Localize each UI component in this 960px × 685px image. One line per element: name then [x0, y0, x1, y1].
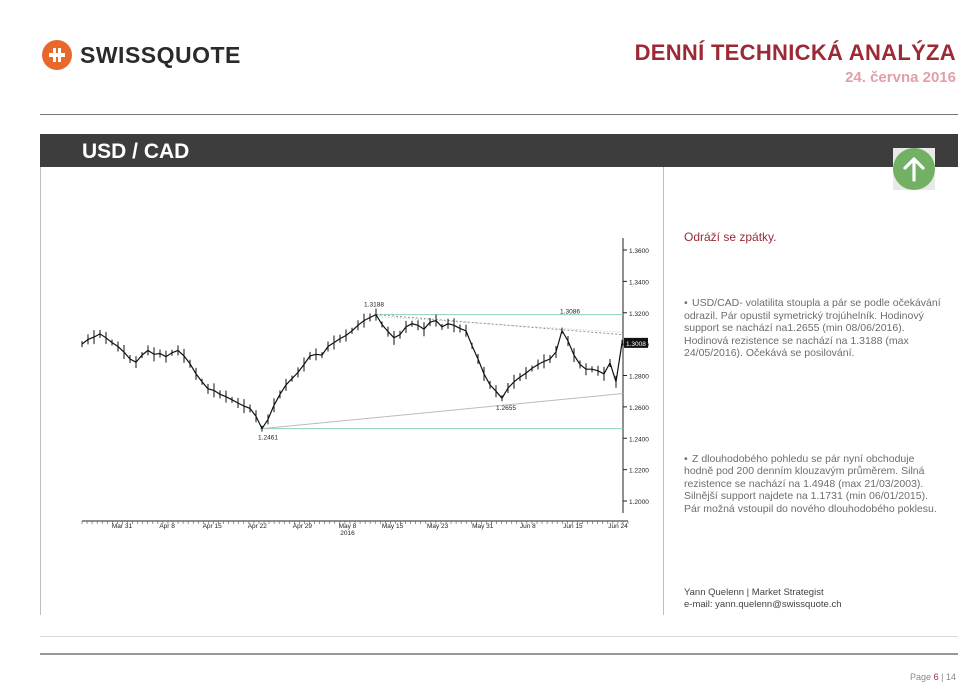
price-label-bottom: 1.2461: [258, 435, 278, 442]
x-tick-label: Apr 22: [248, 523, 268, 530]
x-tick-label: Apr 15: [203, 523, 223, 530]
x-tick-label: Jun 8: [520, 523, 536, 530]
author-name: Yann Quelenn | Market Strategist: [684, 587, 824, 598]
bullet-dot: •: [684, 297, 688, 309]
swissquote-logo-icon: [42, 40, 72, 70]
y-tick-label: 1.2400: [629, 436, 649, 443]
y-tick-label: 1.3200: [629, 311, 649, 318]
x-tick-label: Mar 31: [112, 523, 133, 530]
instrument-band: USD / CAD: [40, 134, 958, 167]
x-year-label: 2016: [340, 530, 355, 537]
commentary-bullet: • USD/CAD- volatilita stoupla a pár se po…: [684, 297, 941, 359]
falling-trendline-2: [375, 316, 624, 333]
x-tick-label: Jun 24: [608, 523, 628, 530]
author-block: Yann Quelenn | Market Strategist e-mail:…: [684, 587, 842, 611]
last-price-label: 1.3008: [626, 341, 646, 348]
page-total: 14: [945, 672, 956, 682]
x-tick-label: Apr 29: [293, 523, 313, 530]
report-title: DENNÍ TECHNICKÁ ANALÝZA: [634, 40, 956, 65]
signal-box: [893, 148, 935, 190]
page-separator: |: [941, 672, 944, 682]
y-tick-label: 1.2800: [629, 374, 649, 381]
x-tick-label: May 23: [427, 523, 449, 530]
y-tick-label: 1.2000: [629, 499, 649, 506]
footer-thin-divider: [40, 636, 958, 637]
page-label: Page: [910, 672, 932, 682]
footer-divider: [40, 653, 958, 655]
author-email: e-mail: yann.quelenn@swissquote.ch: [684, 599, 842, 610]
y-tick-label: 1.3400: [629, 279, 649, 286]
x-tick-label: May 15: [382, 523, 404, 530]
arrow-up-icon: [893, 148, 935, 190]
price-chart: 1.36001.34001.32001.30001.28001.26001.24…: [81, 238, 649, 537]
report-header: DENNÍ TECHNICKÁ ANALÝZA 24. června 2016: [635, 40, 956, 86]
logo-text: SWISSQUOTE: [80, 41, 241, 68]
price-label-high: 1.3188: [364, 302, 384, 309]
price-series-line: [81, 313, 623, 430]
bullet-dot: •: [684, 452, 688, 465]
rising-trendline: [261, 393, 624, 430]
column-divider: [663, 167, 664, 615]
commentary-bullet: • Z dlouhodobého pohledu se pár nyní obch…: [684, 452, 937, 515]
falling-trendline: [375, 314, 624, 336]
price-label-peak: 1.3086: [560, 309, 580, 316]
y-tick-label: 1.2600: [629, 405, 649, 412]
page-number: 6: [933, 672, 939, 682]
x-tick-label: Apr 8: [159, 523, 175, 530]
y-tick-label: 1.2200: [629, 468, 649, 475]
report-date: 24. června 2016: [845, 69, 956, 86]
page-indicator: Page 6 | 14: [910, 672, 956, 682]
price-label-low: 1.2655: [496, 405, 516, 412]
commentary: Odráží se zpátky. • USD/CAD- volatilita s…: [684, 230, 946, 515]
last-price-box: [624, 337, 648, 348]
x-tick-label: Jun 15: [563, 523, 583, 530]
left-border: [40, 167, 41, 615]
logo: SWISSQUOTE: [42, 40, 241, 70]
header-divider: [40, 114, 958, 115]
x-tick-label: May 31: [472, 523, 494, 530]
x-tick-label: May 8: [339, 523, 357, 530]
y-tick-label: 1.3600: [629, 248, 649, 255]
instrument-pair: USD / CAD: [82, 140, 190, 163]
commentary-headline: Odráží se zpátky.: [684, 230, 777, 244]
